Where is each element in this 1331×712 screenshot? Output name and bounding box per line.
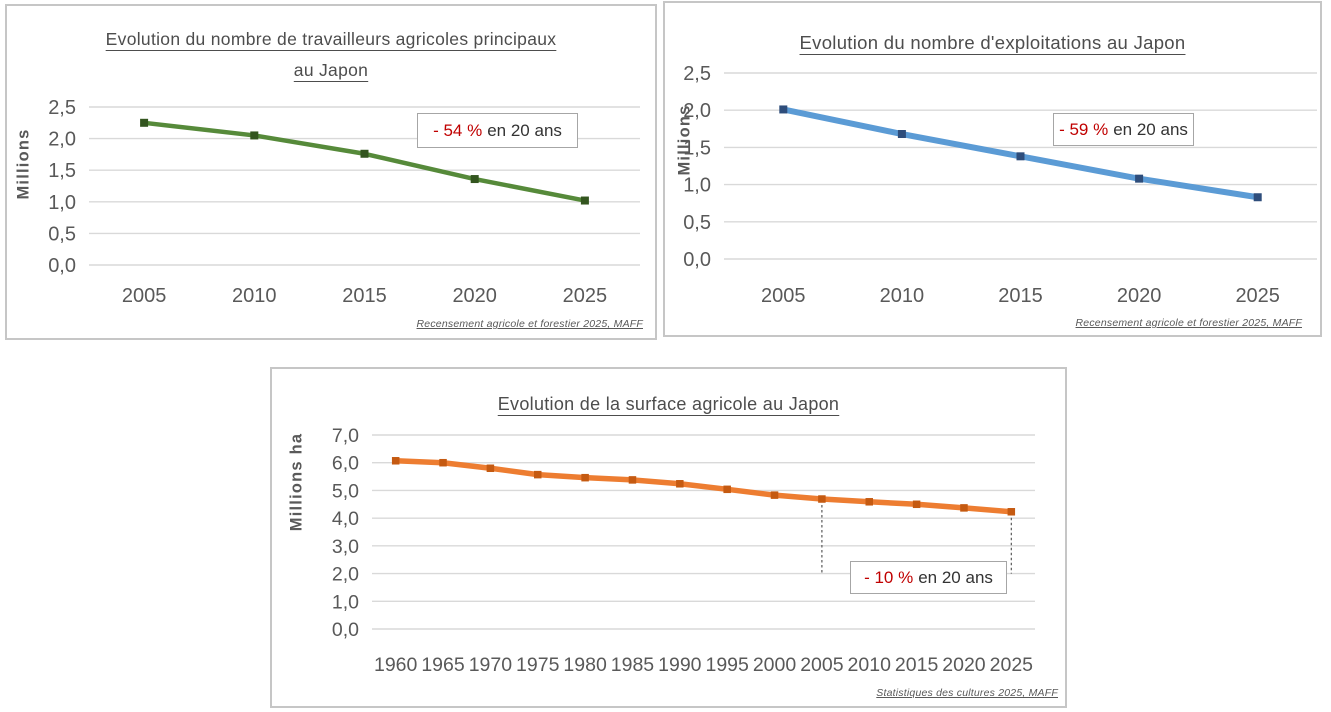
svg-text:1965: 1965	[421, 654, 465, 676]
chart-panel-workers: Evolution du nombre de travailleurs agri…	[5, 4, 657, 340]
line-chart-surface: 0,0 1,0 2,0 3,0 4,0 5,0 6,0 7,0 1960 1965 1970 1975…	[332, 425, 1035, 676]
annotation-text: en 20 ans	[487, 120, 562, 140]
annotation-text: en 20 ans	[918, 567, 993, 587]
svg-text:6,0: 6,0	[332, 453, 359, 475]
svg-text:2025: 2025	[990, 654, 1034, 676]
svg-text:0,5: 0,5	[683, 212, 711, 234]
svg-text:2010: 2010	[848, 654, 892, 676]
annotation-percent: - 54 %	[433, 120, 483, 140]
svg-text:1960: 1960	[374, 654, 418, 676]
source-caption: Statistiques des cultures 2025, MAFF	[876, 687, 1058, 699]
svg-text:2010: 2010	[232, 285, 277, 307]
svg-text:0,0: 0,0	[683, 249, 711, 271]
svg-text:7,0: 7,0	[332, 425, 359, 447]
svg-text:1995: 1995	[705, 654, 749, 676]
svg-text:0,0: 0,0	[48, 255, 76, 277]
chart-title-line: Evolution du nombre d'exploitations au J…	[799, 32, 1186, 53]
chart-title-line: Evolution du nombre de travailleurs agri…	[105, 29, 557, 49]
svg-text:2015: 2015	[895, 654, 939, 676]
source-caption: Recensement agricole et forestier 2025, …	[1075, 317, 1302, 329]
annotation-percent: - 59 %	[1059, 119, 1109, 139]
line-chart-farms: 0,0 0,5 1,0 1,5 2,0 2,5 2005 2010 2015 2020 2025	[683, 63, 1317, 307]
chart-panel-surface: Evolution de la surface agricole au Japo…	[270, 367, 1067, 708]
svg-text:3,0: 3,0	[332, 536, 359, 558]
svg-text:2,0: 2,0	[683, 100, 711, 122]
line-chart-workers: 0,0 0,5 1,0 1,5 2,0 2,5 2005 2010 2015 2020 2025	[48, 97, 640, 307]
chart-title-line: au Japon	[293, 59, 369, 80]
svg-text:2020: 2020	[452, 285, 497, 307]
svg-text:2025: 2025	[1235, 285, 1280, 307]
svg-text:2020: 2020	[942, 654, 986, 676]
svg-text:1,0: 1,0	[48, 192, 76, 214]
svg-text:1985: 1985	[611, 654, 655, 676]
svg-text:2015: 2015	[342, 285, 387, 307]
svg-text:1,5: 1,5	[683, 137, 711, 159]
svg-text:0,5: 0,5	[48, 223, 76, 245]
svg-text:2,5: 2,5	[683, 63, 711, 85]
chart-panel-farms: Evolution du nombre d'exploitations au J…	[663, 1, 1322, 337]
svg-text:1975: 1975	[516, 654, 560, 676]
annotation-box: - 10 % en 20 ans	[850, 561, 1007, 594]
svg-text:2,0: 2,0	[48, 129, 76, 151]
svg-text:0,0: 0,0	[332, 619, 359, 641]
annotation-percent: - 10 %	[864, 567, 914, 587]
svg-text:2025: 2025	[563, 285, 608, 307]
source-caption: Recensement agricole et forestier 2025, …	[416, 318, 643, 330]
svg-text:1,0: 1,0	[683, 175, 711, 197]
annotation-box: - 54 % en 20 ans	[417, 113, 578, 148]
svg-text:1980: 1980	[563, 654, 607, 676]
svg-text:2020: 2020	[1117, 285, 1162, 307]
svg-text:2005: 2005	[761, 285, 806, 307]
annotation-box: - 59 % en 20 ans	[1053, 113, 1194, 146]
chart-title-surface: Evolution de la surface agricole au Japo…	[272, 389, 1065, 421]
svg-text:2000: 2000	[753, 654, 797, 676]
svg-text:2015: 2015	[998, 285, 1043, 307]
svg-text:4,0: 4,0	[332, 508, 359, 530]
svg-text:2005: 2005	[800, 654, 844, 676]
annotation-text: en 20 ans	[1113, 119, 1188, 139]
svg-text:2005: 2005	[122, 285, 167, 307]
svg-text:2,5: 2,5	[48, 97, 76, 119]
svg-text:5,0: 5,0	[332, 480, 359, 502]
svg-text:2,0: 2,0	[332, 564, 359, 586]
svg-text:1,5: 1,5	[48, 160, 76, 182]
svg-text:1990: 1990	[658, 654, 702, 676]
svg-text:2010: 2010	[880, 285, 925, 307]
svg-text:1,0: 1,0	[332, 591, 359, 613]
chart-title-line: Evolution de la surface agricole au Japo…	[497, 394, 840, 414]
svg-text:1970: 1970	[469, 654, 513, 676]
chart-title-workers: Evolution du nombre de travailleurs agri…	[7, 24, 655, 85]
chart-title-farms: Evolution du nombre d'exploitations au J…	[665, 27, 1320, 59]
